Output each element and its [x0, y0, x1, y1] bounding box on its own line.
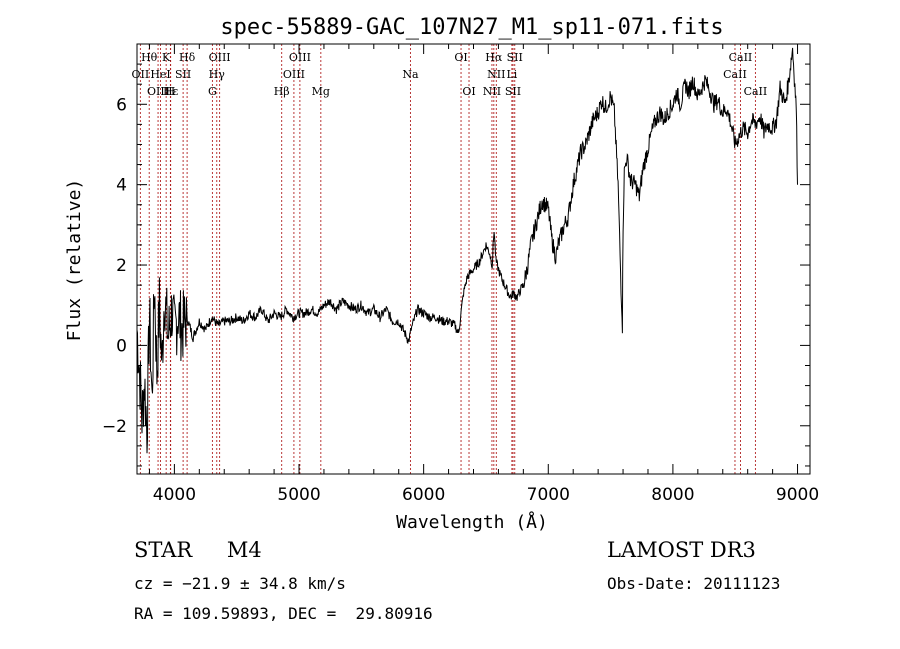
line-label-8: CaII: [729, 51, 753, 64]
line-label-17: CaII: [723, 68, 747, 81]
line-label-3: OIII: [209, 51, 231, 64]
spectrum-series-line: [136, 47, 798, 454]
line-label-4: OIII: [289, 51, 311, 64]
y-tick-label: −2: [102, 417, 127, 437]
line-label-7: SII: [507, 51, 523, 64]
x-tick-label: 8000: [651, 485, 694, 505]
chart-title: spec-55889-GAC_107N27_M1_sp11-071.fits: [220, 15, 723, 40]
line-label-24: OI: [462, 85, 475, 98]
survey-name: LAMOST DR3: [607, 538, 756, 562]
observation-date: Obs-Date: 20111123: [607, 574, 781, 593]
coordinates: RA = 109.59893, DEC = 29.80916: [134, 604, 433, 623]
y-axis-label: Flux (relative): [64, 179, 85, 342]
plot-frame: [136, 43, 811, 475]
y-tick-label: 0: [116, 336, 127, 356]
line-label-11: SII: [175, 68, 191, 81]
y-tick-label: 4: [116, 176, 127, 196]
line-label-26: SII: [505, 85, 521, 98]
line-label-23: Mg: [312, 85, 330, 98]
line-label-21: G: [208, 85, 217, 98]
line-label-6: Hα: [485, 51, 503, 64]
x-tick-label: 5000: [277, 485, 320, 505]
y-axis-ticks: −2 0 2 4 6: [102, 63, 810, 467]
line-label-0: Hθ: [141, 51, 158, 64]
info-star-class: STAR M4: [134, 538, 262, 562]
line-label-18: OIII: [147, 85, 169, 98]
spectral-line-labels: Hθ K Hδ OIII OIII OI Hα SII CaII OII HeI SII Hγ OIII N…: [132, 51, 768, 98]
y-tick-label: 6: [116, 95, 127, 115]
x-axis-ticks: 4000 5000 6000 7000 8000 9000: [148, 44, 819, 505]
x-tick-label: 9000: [776, 485, 819, 505]
line-label-10: HeI: [150, 68, 170, 81]
line-label-27: CaII: [744, 85, 768, 98]
line-label-20: H: [166, 85, 176, 98]
line-label-25: NII: [483, 85, 501, 98]
y-tick-label: 2: [116, 256, 127, 276]
line-label-1: K: [162, 51, 171, 64]
line-label-5: OI: [454, 51, 467, 64]
x-tick-label: 6000: [402, 485, 445, 505]
line-label-16: Li: [506, 68, 517, 81]
object-subclass: M4: [226, 538, 262, 562]
line-label-9: OII: [132, 68, 150, 81]
x-tick-label: 7000: [527, 485, 570, 505]
line-label-15: NII: [487, 68, 505, 81]
spectral-line-markers: [139, 44, 756, 474]
line-label-22: Hβ: [274, 85, 290, 98]
line-label-2: Hδ: [179, 51, 196, 64]
redshift-cz: cz = −21.9 ± 34.8 km/s: [134, 574, 346, 593]
object-class: STAR: [134, 538, 193, 562]
x-axis-label: Wavelength (Å): [396, 511, 548, 533]
line-label-14: Na: [402, 68, 419, 81]
line-label-13: OIII: [283, 68, 305, 81]
line-label-19: Hε: [163, 85, 179, 98]
x-tick-label: 4000: [153, 485, 196, 505]
line-label-12: Hγ: [209, 68, 226, 81]
